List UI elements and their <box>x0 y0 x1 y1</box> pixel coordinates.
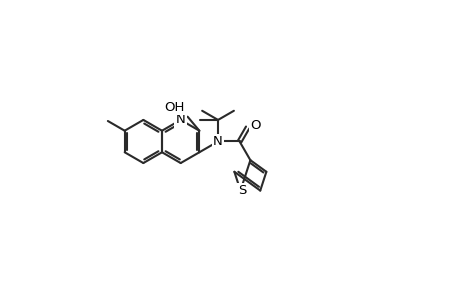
Text: OH: OH <box>164 100 184 114</box>
Text: S: S <box>237 184 246 197</box>
Text: N: N <box>175 113 185 126</box>
Text: O: O <box>249 119 260 132</box>
Text: N: N <box>213 135 223 148</box>
